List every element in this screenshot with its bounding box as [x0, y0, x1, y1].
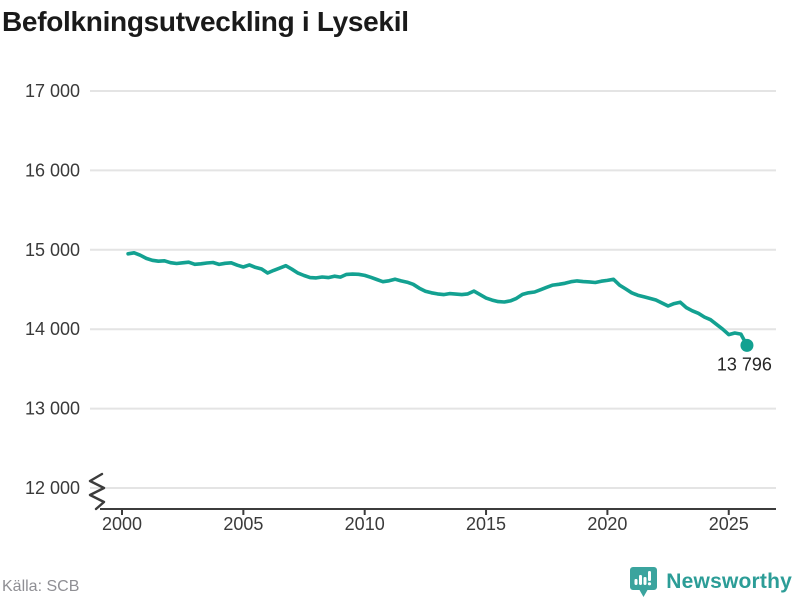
end-point-dot — [740, 338, 754, 352]
bar-3 — [643, 577, 647, 585]
y-axis-tick-label: 16 000 — [25, 160, 80, 180]
exclamation-bar — [648, 571, 652, 581]
y-axis-tick-label: 14 000 — [25, 319, 80, 339]
x-axis-tick-label: 2010 — [345, 514, 385, 534]
y-axis-tick-label: 17 000 — [25, 81, 80, 101]
x-axis-tick-label: 2005 — [223, 514, 263, 534]
x-axis-tick-label: 2015 — [466, 514, 506, 534]
source-note: Källa: SCB — [2, 578, 80, 595]
population-line — [126, 251, 749, 348]
end-value-label: 13 796 — [717, 354, 772, 374]
chart-title: Befolkningsutveckling i Lysekil — [2, 6, 409, 37]
bar-chart-speech-bubble-icon — [630, 567, 658, 597]
y-axis-tick-label: 13 000 — [25, 399, 80, 419]
y-axis-tick-label: 12 000 — [25, 478, 80, 498]
x-axis-tick-label: 2000 — [102, 514, 142, 534]
newsworthy-logo: Newsworthy — [629, 566, 792, 598]
x-axis-tick-label: 2025 — [709, 514, 749, 534]
bar-1 — [634, 579, 638, 585]
axis-break-icon — [88, 472, 106, 511]
x-axis-tick-label: 2020 — [587, 514, 627, 534]
bar-2 — [639, 575, 643, 585]
newsworthy-wordmark: Newsworthy — [666, 570, 792, 593]
y-axis-tick-label: 15 000 — [25, 240, 80, 260]
exclamation-dot — [648, 582, 652, 586]
